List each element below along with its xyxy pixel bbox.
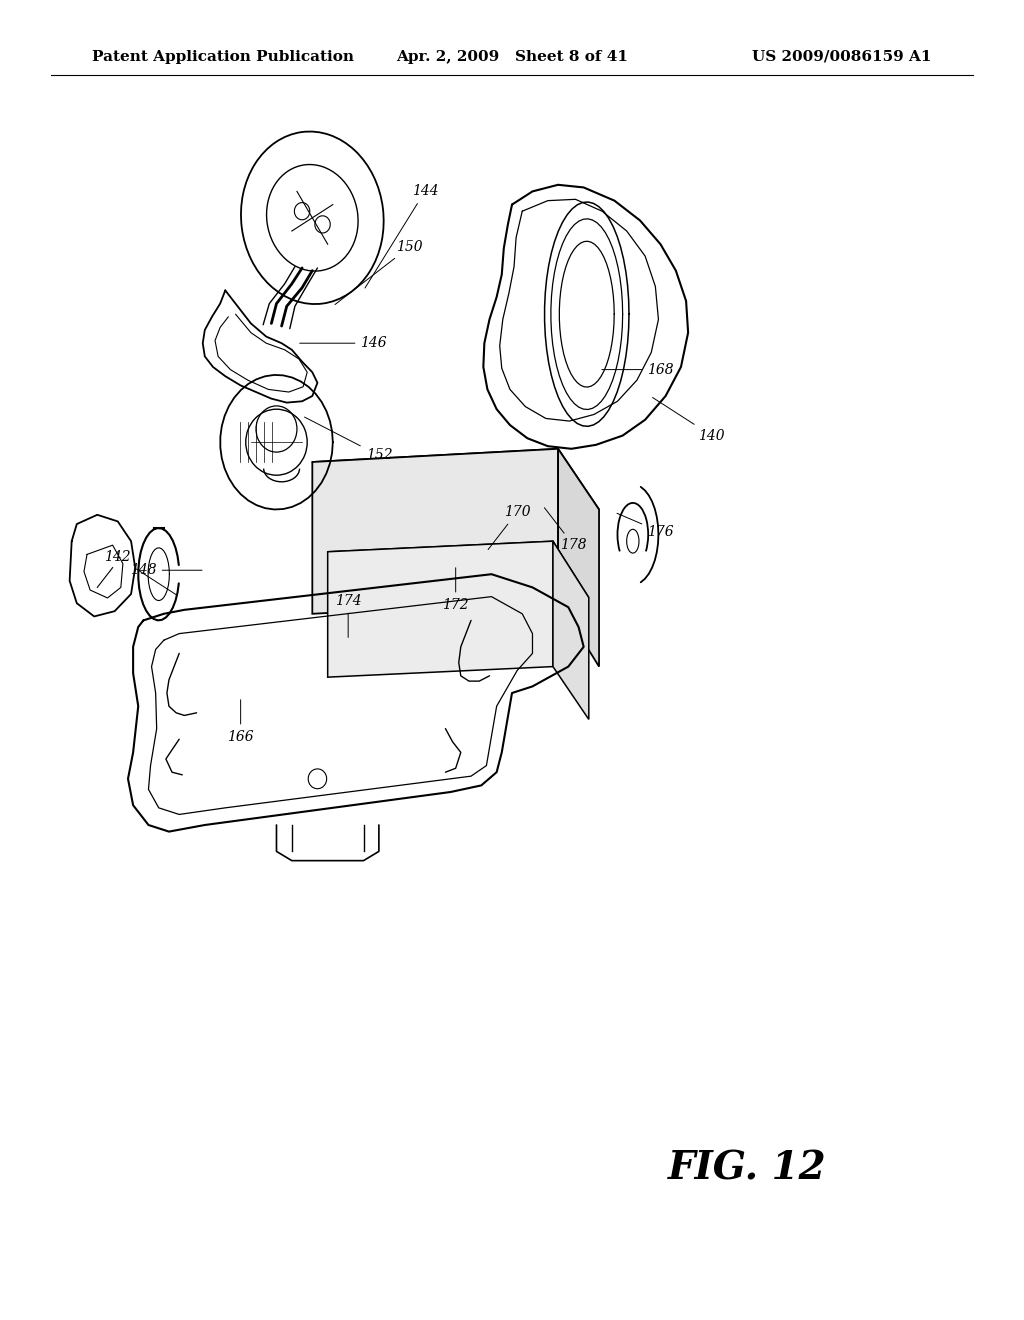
- Text: 178: 178: [545, 508, 587, 552]
- Text: US 2009/0086159 A1: US 2009/0086159 A1: [753, 50, 932, 63]
- Text: FIG. 12: FIG. 12: [669, 1150, 826, 1187]
- Text: 150: 150: [335, 240, 423, 305]
- Text: 146: 146: [300, 337, 387, 350]
- Polygon shape: [553, 541, 589, 719]
- Text: 142: 142: [104, 550, 177, 595]
- Polygon shape: [558, 449, 599, 667]
- Text: 176: 176: [616, 513, 674, 539]
- Polygon shape: [312, 449, 558, 614]
- Text: 174: 174: [335, 594, 361, 638]
- Text: Patent Application Publication: Patent Application Publication: [92, 50, 354, 63]
- Text: 168: 168: [602, 363, 674, 376]
- Text: 166: 166: [227, 700, 254, 743]
- Polygon shape: [328, 541, 553, 677]
- Text: 172: 172: [442, 568, 469, 611]
- Polygon shape: [312, 449, 599, 523]
- Text: Apr. 2, 2009   Sheet 8 of 41: Apr. 2, 2009 Sheet 8 of 41: [396, 50, 628, 63]
- Text: 152: 152: [304, 417, 392, 462]
- Text: 170: 170: [488, 506, 530, 549]
- Text: 140: 140: [652, 397, 725, 442]
- Text: 148: 148: [130, 564, 202, 577]
- Text: 144: 144: [365, 185, 438, 288]
- Polygon shape: [328, 541, 589, 609]
